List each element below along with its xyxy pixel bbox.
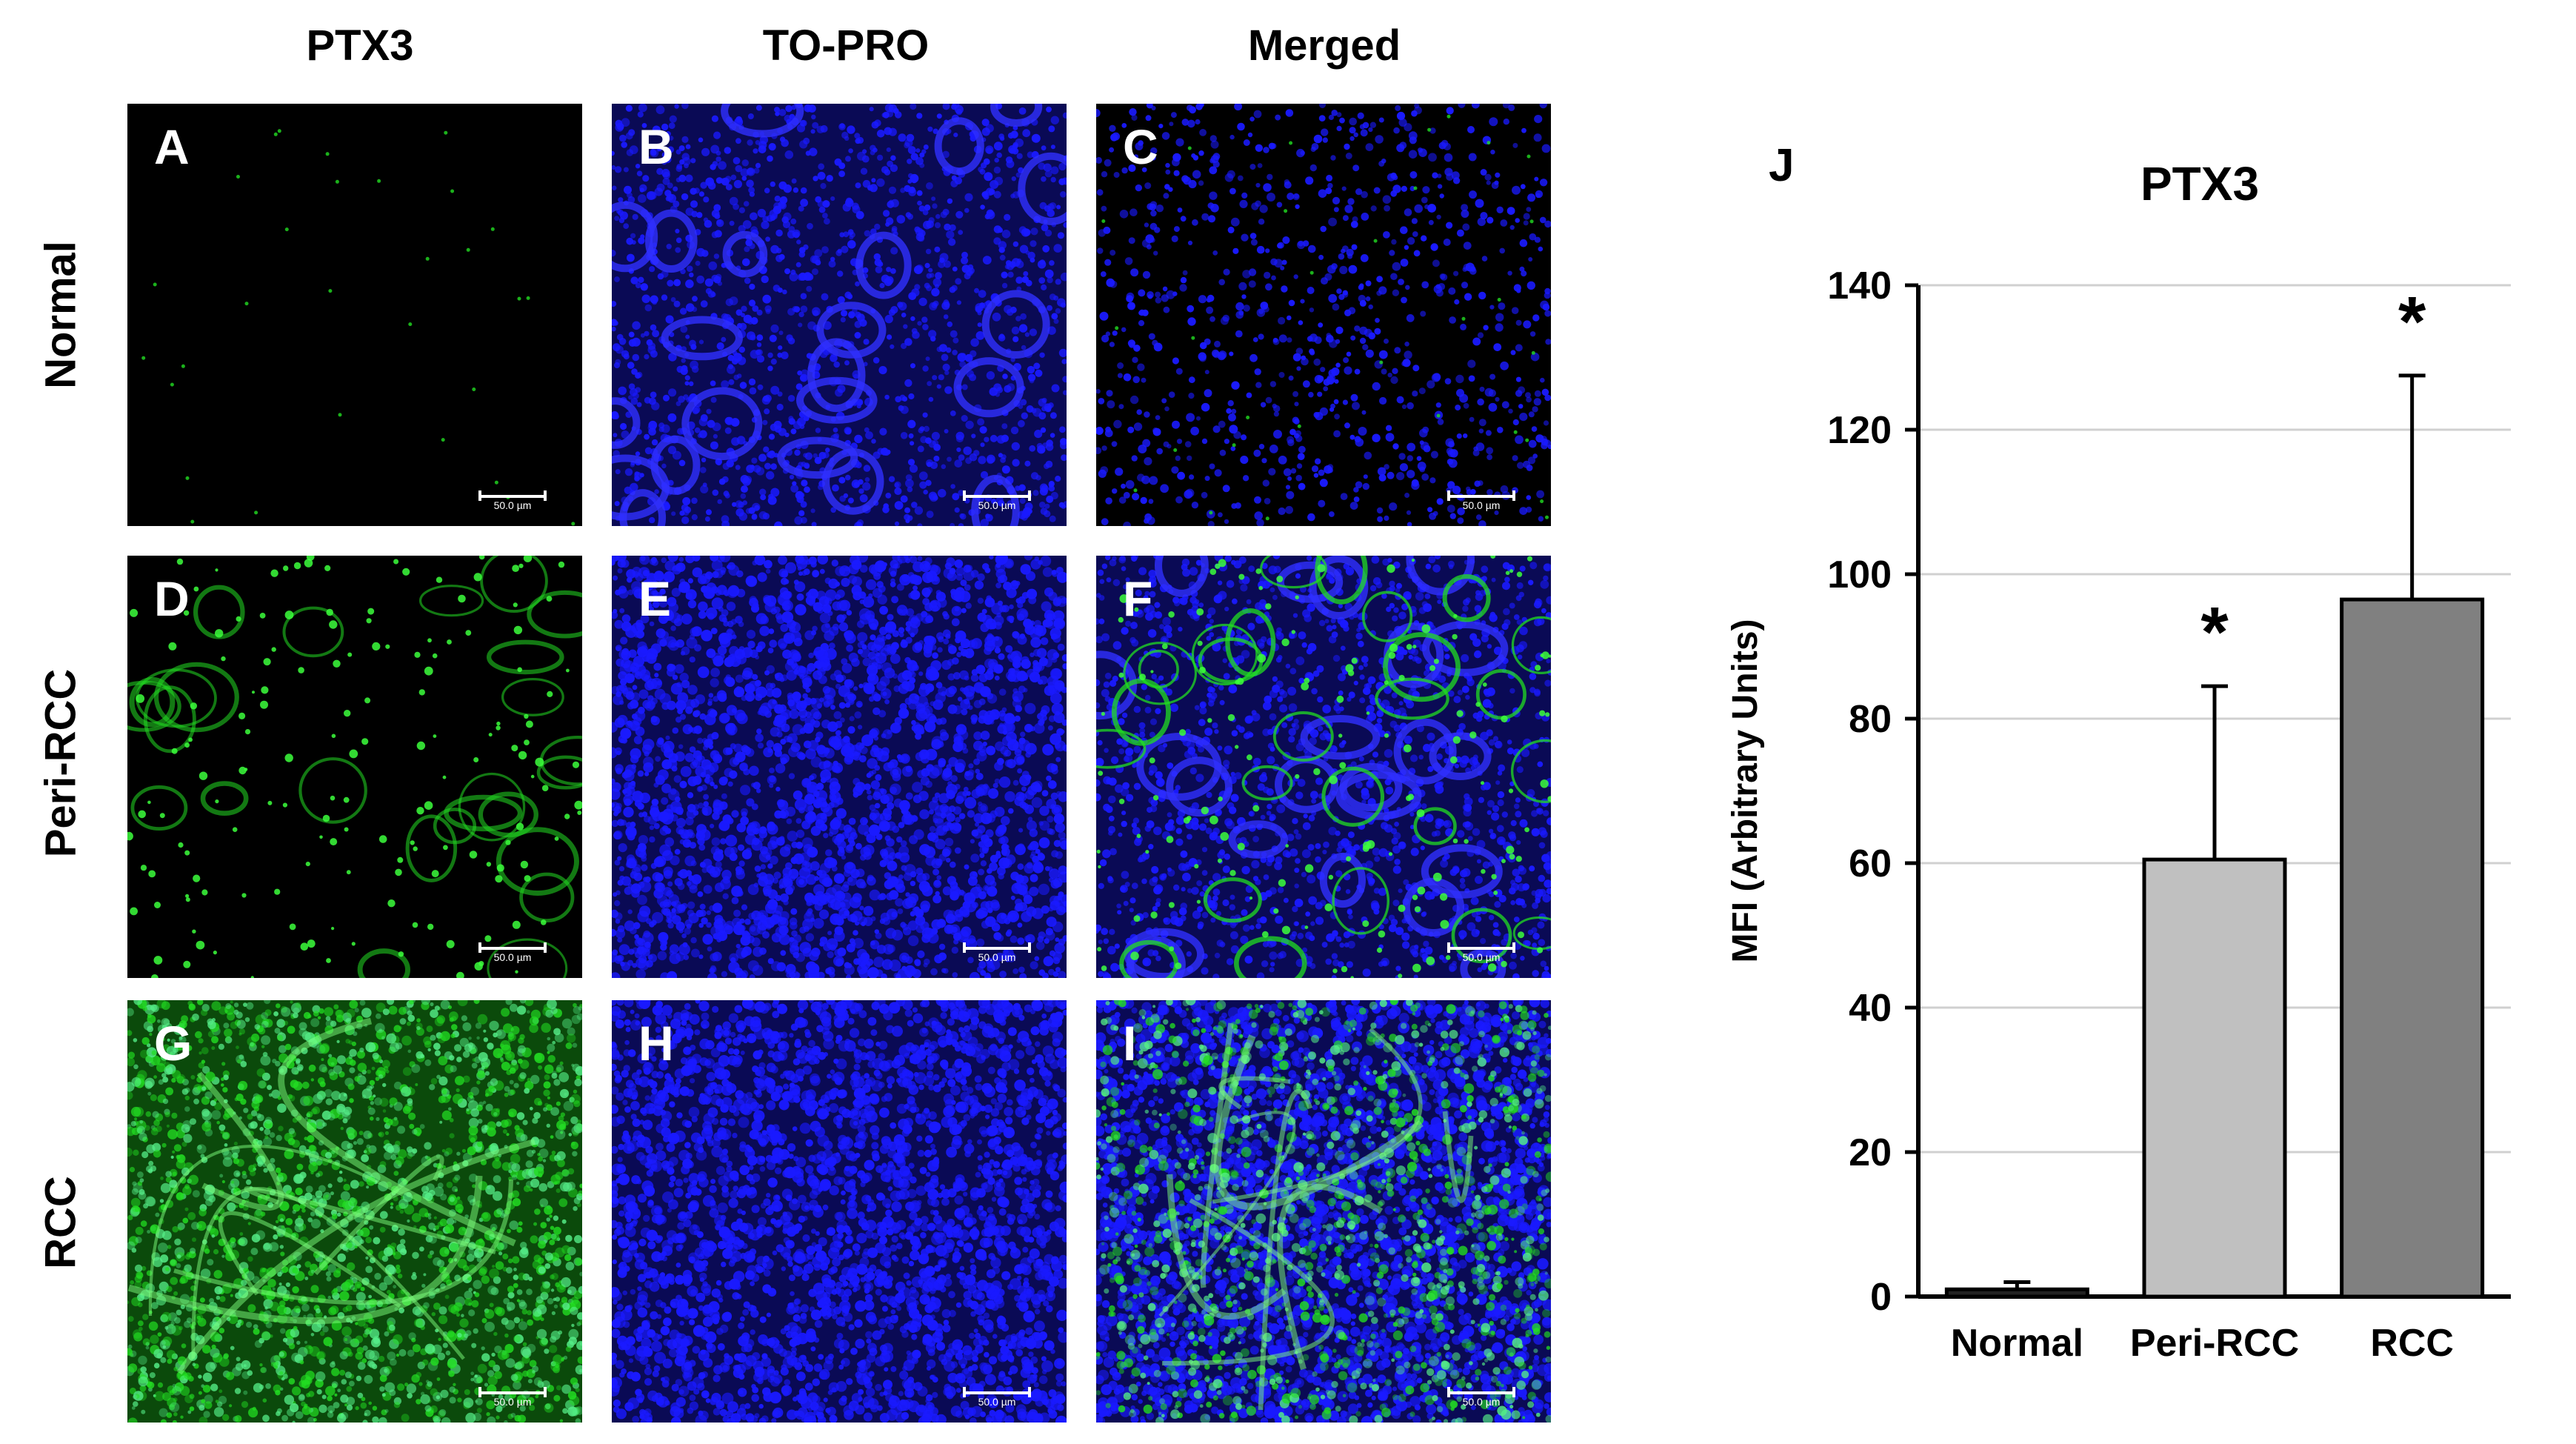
- micrograph-panel-b: B 50.0 µm: [612, 104, 1067, 526]
- y-tick-label: 0: [1870, 1276, 1892, 1319]
- panel-label: D: [154, 571, 190, 626]
- bar-peri-rcc: [2142, 857, 2287, 1299]
- scale-bar-text: 50.0 µm: [1462, 499, 1501, 511]
- column-header-ptx3: PTX3: [306, 21, 414, 70]
- micrograph-image: [612, 1000, 1067, 1423]
- chart-title: PTX3: [2140, 157, 2259, 210]
- micrograph-panel-e: E 50.0 µm: [612, 556, 1067, 978]
- scale-bar-text: 50.0 µm: [493, 499, 532, 511]
- panel-label: H: [638, 1016, 674, 1071]
- micrograph-panel-c: C 50.0 µm: [1096, 104, 1551, 526]
- scale-bar-text: 50.0 µm: [978, 1396, 1016, 1408]
- scale-bar-text: 50.0 µm: [493, 1396, 532, 1408]
- scale-bar-text: 50.0 µm: [1462, 951, 1501, 963]
- scale-bar: 50.0 µm: [1447, 490, 1515, 513]
- scale-bar: 50.0 µm: [1447, 1387, 1515, 1409]
- bar-rcc: [2340, 597, 2485, 1299]
- panel-label: C: [1123, 119, 1158, 174]
- x-tick-label: RCC: [2370, 1322, 2454, 1365]
- scale-bar-text: 50.0 µm: [978, 499, 1016, 511]
- scale-bar: 50.0 µm: [478, 1387, 547, 1409]
- panel-label-j: J: [1769, 140, 1795, 191]
- micrograph-image: [612, 104, 1067, 526]
- scale-bar: 50.0 µm: [963, 490, 1031, 513]
- scale-bar: 50.0 µm: [478, 942, 547, 965]
- micrograph-image: [127, 556, 582, 978]
- micrograph-image: [1096, 1000, 1551, 1423]
- column-header-merged: Merged: [1247, 21, 1401, 70]
- y-tick-label: 60: [1849, 842, 1892, 885]
- x-tick-label: Normal: [1951, 1322, 2083, 1365]
- micrograph-image: [127, 1000, 582, 1423]
- micrograph-panel-d: D 50.0 µm: [127, 556, 582, 978]
- y-tick-label: 140: [1827, 264, 1892, 307]
- significance-marker: *: [2398, 282, 2426, 362]
- panel-label: G: [154, 1016, 193, 1071]
- micrograph-panel-i: I 50.0 µm: [1096, 1000, 1551, 1423]
- column-header-to-pro: TO-PRO: [762, 21, 930, 70]
- scale-bar: 50.0 µm: [1447, 942, 1515, 965]
- micrograph-image: [612, 556, 1067, 978]
- row-header-rcc: RCC: [36, 1176, 85, 1269]
- micrograph-panel-a: A 50.0 µm: [127, 104, 582, 526]
- panel-label: A: [154, 119, 190, 174]
- bar-normal: [1944, 1287, 2089, 1299]
- significance-marker: *: [2200, 593, 2229, 672]
- scale-bar-text: 50.0 µm: [1462, 1396, 1501, 1408]
- panel-label: I: [1123, 1016, 1137, 1071]
- micrograph-panel-g: G 50.0 µm: [127, 1000, 582, 1423]
- micrograph-panel-h: H 50.0 µm: [612, 1000, 1067, 1423]
- row-header-normal: Normal: [36, 241, 85, 389]
- micrograph-image: [141, 129, 575, 526]
- y-axis-label: MFI (Arbitrary Units): [1726, 619, 1765, 962]
- y-tick-label: 120: [1827, 409, 1892, 452]
- y-tick-label: 20: [1849, 1131, 1892, 1174]
- bar-chart: PTX3 0 20 40 60 80 100 120 140 MFI (Arbitrary Uni…: [1726, 157, 2511, 1365]
- y-tick-label: 100: [1827, 553, 1892, 596]
- y-tick-label: 80: [1849, 698, 1892, 741]
- y-tick-label: 40: [1849, 987, 1892, 1030]
- scale-bar: 50.0 µm: [963, 1387, 1031, 1409]
- micrograph-panel-f: F 50.0 µm: [1096, 556, 1551, 978]
- micrograph-image: [1096, 556, 1551, 978]
- panel-label: B: [638, 119, 674, 174]
- row-header-peri-rcc: Peri-RCC: [36, 668, 85, 858]
- scale-bar-text: 50.0 µm: [493, 951, 532, 963]
- micrograph-image: [1096, 104, 1551, 526]
- panel-label: E: [638, 571, 672, 626]
- scale-bar-text: 50.0 µm: [978, 951, 1016, 963]
- x-tick-label: Peri-RCC: [2130, 1322, 2299, 1365]
- panel-label: F: [1123, 571, 1153, 626]
- scale-bar: 50.0 µm: [963, 942, 1031, 965]
- scale-bar: 50.0 µm: [478, 490, 547, 513]
